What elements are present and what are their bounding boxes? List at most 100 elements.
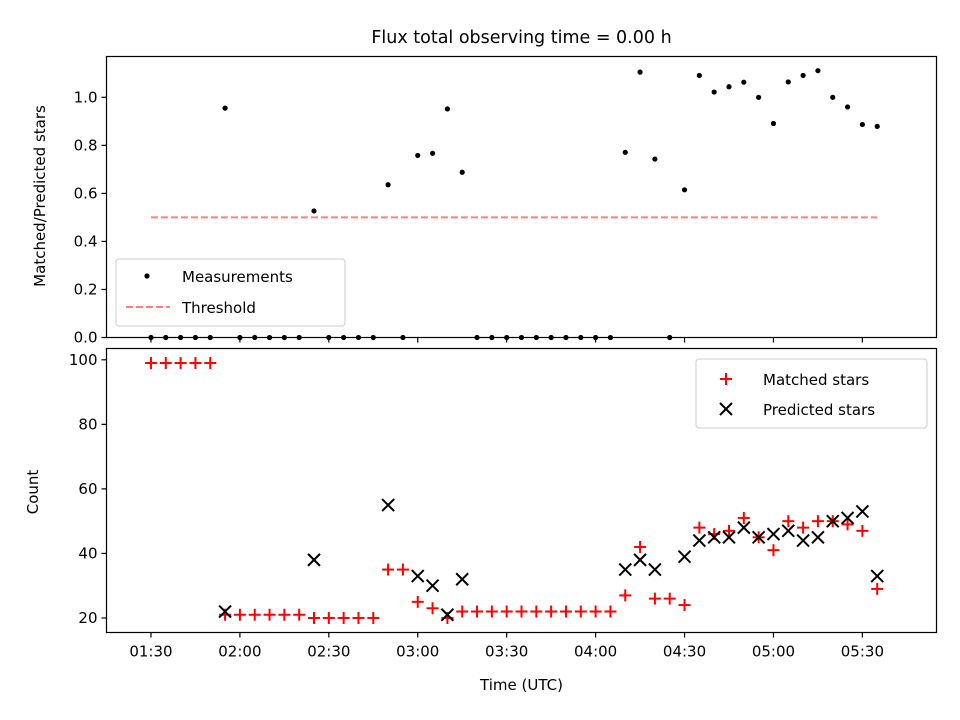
- matched-star-point: [233, 608, 246, 621]
- top-y-tick-label: 0.2: [74, 280, 98, 298]
- predicted-star-point: [811, 530, 825, 545]
- matched-star-point: [767, 544, 780, 557]
- predicted-star-point: [218, 604, 232, 619]
- measurement-point: [222, 105, 228, 111]
- matched-star-point: [426, 602, 439, 615]
- predicted-star-point: [692, 533, 707, 548]
- measurement-point: [830, 94, 836, 100]
- matched-star-point: [382, 563, 395, 576]
- matched-star-point: [737, 511, 750, 524]
- bottom-legend-box: [695, 358, 928, 429]
- matched-star-point: [263, 608, 276, 621]
- matched-star-point: [619, 589, 632, 602]
- matched-star-point: [189, 357, 202, 370]
- measurement-point: [815, 68, 821, 74]
- predicted-star-point: [648, 562, 662, 577]
- top-legend-box: [115, 258, 346, 327]
- matched-star-point: [322, 611, 335, 624]
- bottom-y-tick-label: 80: [78, 415, 97, 433]
- predicted-star-point: [425, 578, 440, 593]
- measurement-point: [859, 121, 865, 128]
- measurement-point: [311, 208, 317, 214]
- predicted-star-point: [840, 511, 855, 525]
- predicted-star-point: [796, 533, 810, 548]
- top-panel: Flux total observing time = 0.00 h Match…: [31, 28, 938, 347]
- legend-matched-label: Matched stars: [763, 371, 869, 389]
- legend-threshold-label: Threshold: [181, 299, 256, 317]
- matched-star-point: [204, 357, 217, 370]
- matched-star-point: [663, 592, 676, 605]
- predicted-star-point: [766, 527, 781, 541]
- x-tick-label: 02:00: [218, 643, 261, 661]
- measurement-point: [444, 106, 450, 112]
- matched-star-point: [648, 592, 661, 605]
- predicted-stars-series: [218, 498, 884, 622]
- measurement-point: [785, 79, 791, 85]
- matched-star-point: [634, 540, 647, 553]
- measurements-series: [148, 68, 880, 341]
- x-tick-label: 03:00: [396, 643, 439, 661]
- top-y-tick-label: 0.6: [74, 184, 98, 202]
- matched-star-point: [871, 582, 884, 595]
- predicted-star-point: [381, 498, 395, 512]
- bottom-axes-frame: [105, 347, 938, 634]
- matched-star-point: [411, 595, 424, 608]
- top-y-ticks: 0.0 0.2 0.4 0.6 0.8 1.0: [74, 88, 107, 347]
- measurement-point: [741, 79, 747, 85]
- top-legend: Measurements Threshold: [115, 258, 346, 327]
- measurement-point: [800, 72, 806, 79]
- predicted-star-point: [307, 553, 321, 567]
- bottom-legend: Matched stars Predicted stars: [695, 358, 928, 429]
- measurement-point: [711, 89, 717, 95]
- legend-matched-marker: [720, 373, 732, 385]
- x-tick-label: 02:30: [307, 643, 350, 661]
- x-tick-label: 04:00: [574, 643, 617, 661]
- matched-star-point: [144, 357, 157, 370]
- predicted-star-point: [722, 530, 736, 545]
- matched-star-point: [248, 608, 261, 621]
- predicted-star-point: [855, 504, 870, 519]
- matched-star-point: [500, 605, 513, 618]
- matched-star-point: [396, 563, 409, 576]
- measurement-point: [756, 94, 762, 100]
- predicted-star-point: [677, 549, 692, 564]
- predicted-star-point: [781, 524, 795, 538]
- matched-star-point: [841, 518, 854, 531]
- matched-star-point: [308, 611, 320, 624]
- top-y-axis-label: Matched/Predicted stars: [31, 105, 49, 287]
- predicted-star-point: [455, 572, 469, 586]
- legend-predicted-label: Predicted stars: [763, 401, 875, 419]
- matched-star-point: [159, 357, 172, 370]
- matched-star-point: [589, 605, 602, 618]
- bottom-y-tick-label: 40: [78, 544, 97, 562]
- measurement-point: [415, 152, 421, 159]
- matched-star-point: [337, 611, 350, 624]
- matched-star-point: [693, 521, 706, 534]
- predicted-star-point: [440, 608, 455, 622]
- matched-star-point: [485, 605, 498, 618]
- bottom-y-ticks: 20 40 60 80 100: [69, 351, 107, 627]
- bottom-y-tick-label: 100: [69, 351, 98, 369]
- predicted-star-point: [411, 569, 425, 583]
- predicted-star-point: [870, 569, 884, 583]
- matched-star-point: [797, 521, 810, 534]
- measurement-point: [429, 150, 436, 156]
- bottom-x-ticks: 01:30 02:00 02:30 03:00 03:30 04:00 04:30 05:00…: [129, 632, 884, 661]
- matched-star-point: [545, 605, 558, 618]
- matched-star-point: [471, 605, 484, 618]
- measurement-point: [652, 156, 658, 162]
- x-tick-label: 05:30: [841, 643, 884, 661]
- legend-measurements-label: Measurements: [182, 268, 293, 286]
- matched-star-point: [811, 515, 824, 528]
- matched-star-point: [293, 608, 306, 621]
- measurement-point: [385, 182, 391, 188]
- bottom-y-axis-label: Count: [24, 470, 42, 515]
- predicted-star-point: [751, 530, 766, 545]
- matched-star-point: [559, 605, 572, 618]
- matched-star-point: [723, 524, 735, 537]
- matched-star-point: [456, 605, 469, 618]
- chart-title: Flux total observing time = 0.00 h: [371, 28, 671, 48]
- predicted-star-point: [633, 553, 647, 567]
- bottom-y-tick-label: 20: [78, 609, 97, 627]
